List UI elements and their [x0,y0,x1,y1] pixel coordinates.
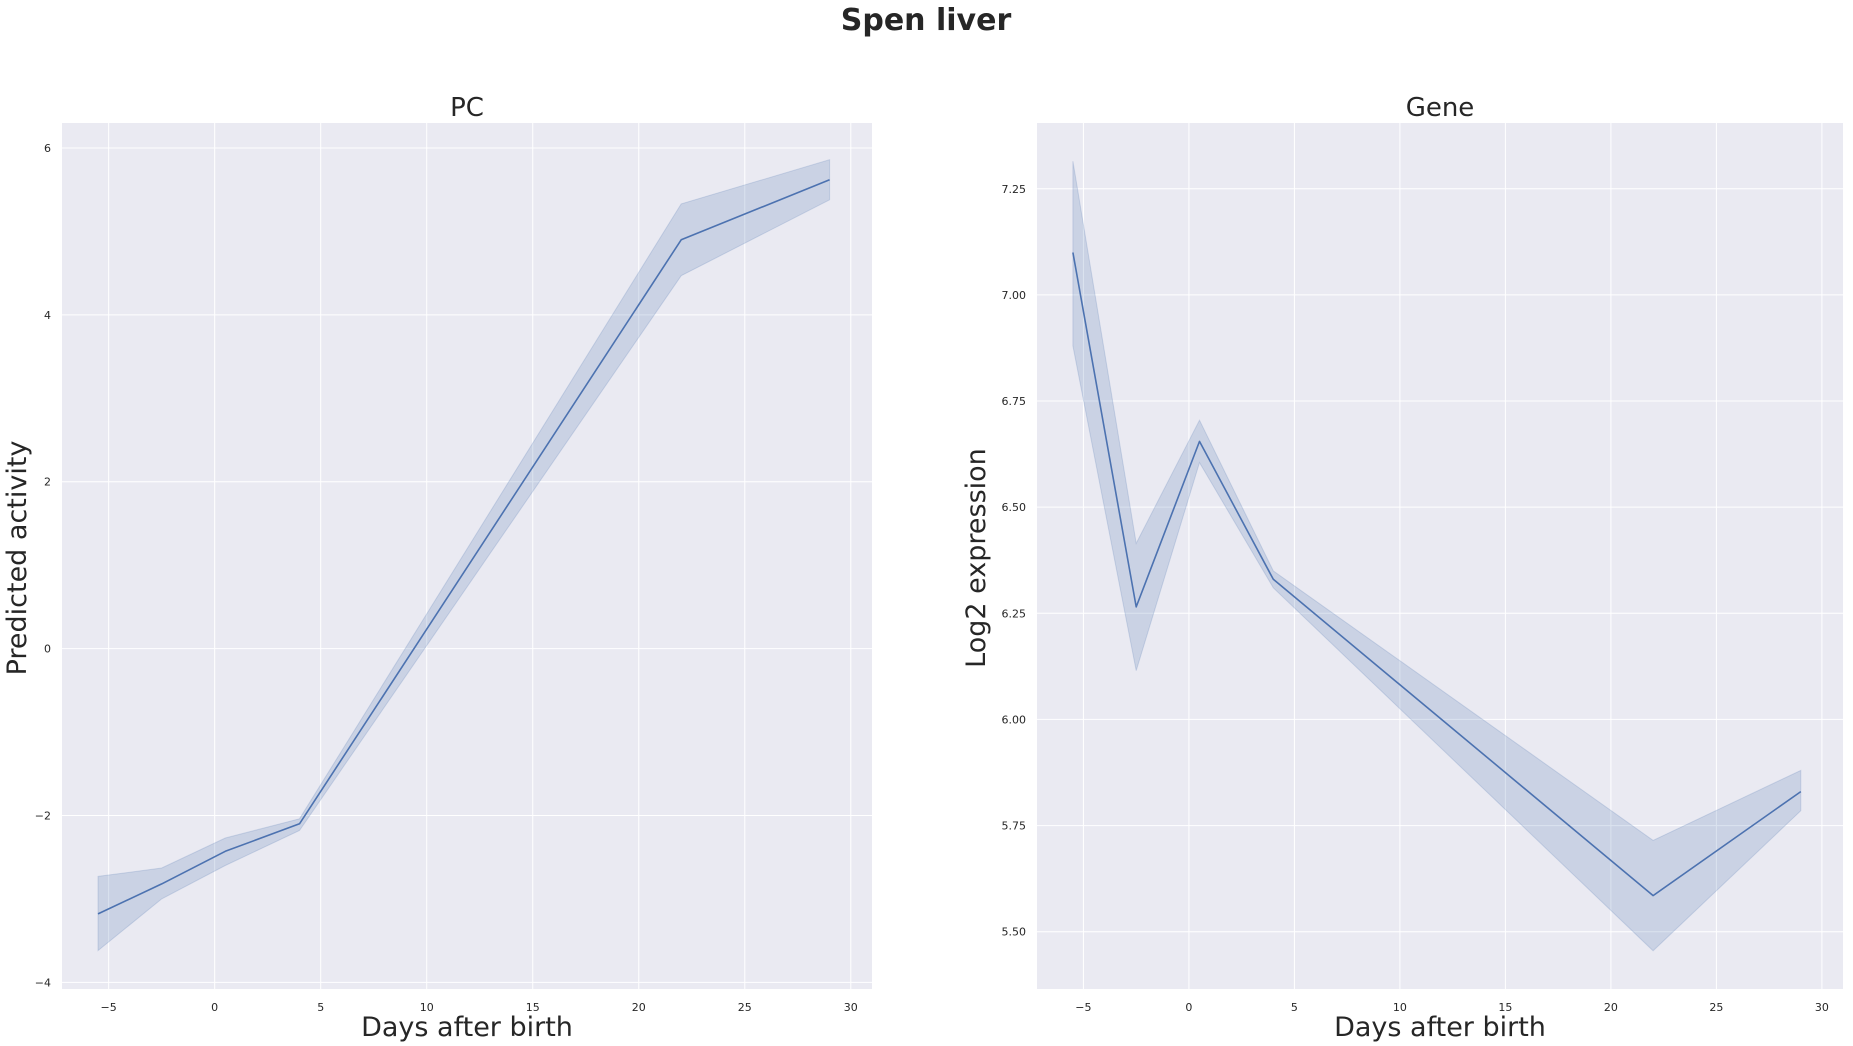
gene-confidence-band [1072,161,1802,952]
pc-plot-area [62,123,872,989]
pc-x-tick-label: 15 [526,1001,540,1014]
pc-y-tick-label: 2 [44,476,51,489]
gene-x-tick-label: 30 [1815,1001,1829,1014]
gene-y-tick-label: 5.75 [1002,820,1027,833]
gene-y-tick-label: 6.00 [1002,713,1027,726]
pc-y-tick-label: 6 [44,142,51,155]
pc-x-tick-label: 30 [844,1001,858,1014]
pc-x-axis-label: Days after birth [361,1012,573,1043]
gene-y-tick-label: 6.50 [1002,501,1027,514]
gene-panel: Gene Days after birth Log2 expression −5… [961,93,1843,1043]
pc-x-tick-label: 25 [738,1001,752,1014]
pc-y-tick-label: −4 [35,976,51,989]
gene-x-tick-label: 10 [1393,1001,1407,1014]
gene-panel-title: Gene [1406,93,1475,123]
gene-x-axis-label: Days after birth [1334,1012,1546,1043]
gene-x-tick-label: 15 [1498,1001,1512,1014]
gene-y-tick-label: 5.50 [1002,926,1027,939]
gene-plot-area [1037,123,1843,989]
gene-x-tick-label: 0 [1185,1001,1192,1014]
pc-panel-title: PC [450,93,484,123]
pc-x-tick-label: 10 [420,1001,434,1014]
pc-panel: PC Days after birth Predicted activity −… [2,93,872,1043]
pc-y-tick-label: 0 [44,643,51,656]
gene-y-tick-label: 6.75 [1002,395,1027,408]
gene-y-axis-label: Log2 expression [961,448,992,668]
pc-series-line [97,178,830,915]
gene-x-tick-label: −5 [1075,1001,1091,1014]
pc-x-tick-label: 0 [211,1001,218,1014]
gene-x-tick-label: 25 [1709,1001,1723,1014]
gene-series-line [1072,252,1802,897]
pc-y-axis-label: Predicted activity [2,441,33,676]
pc-x-tick-label: 20 [632,1001,646,1014]
pc-confidence-band [97,159,831,952]
pc-y-tick-label: 4 [44,309,51,322]
gene-y-tick-label: 7.25 [1002,183,1027,196]
pc-x-tick-label: 5 [317,1001,324,1014]
pc-x-tick-label: −5 [101,1001,117,1014]
pc-y-tick-label: −2 [35,809,51,822]
gene-y-tick-label: 7.00 [1002,289,1027,302]
gene-y-tick-label: 6.25 [1002,607,1027,620]
gene-x-tick-label: 5 [1291,1001,1298,1014]
gene-x-tick-label: 20 [1604,1001,1618,1014]
figure-title: Spen liver [841,3,1012,38]
